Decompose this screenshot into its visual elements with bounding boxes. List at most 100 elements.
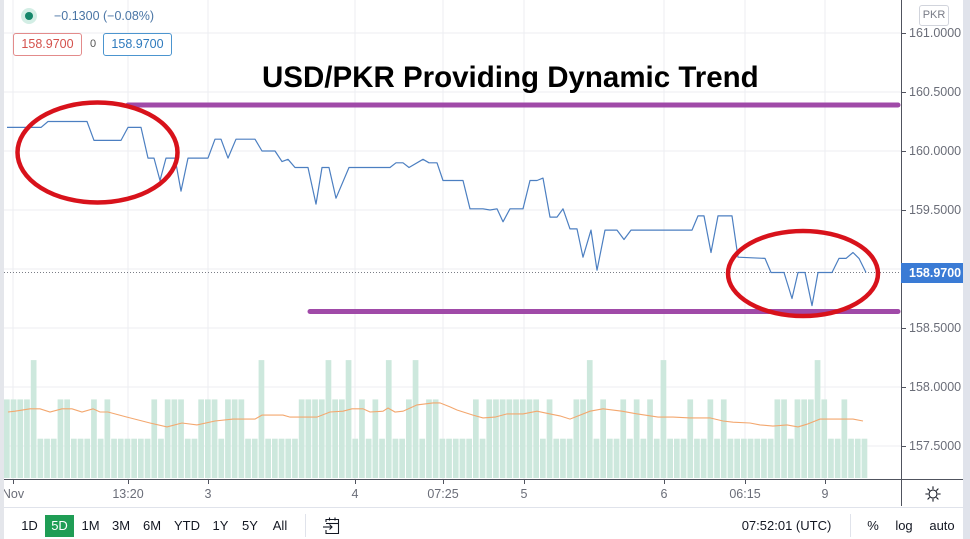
volume-bar bbox=[432, 399, 439, 478]
volume-bar bbox=[767, 438, 774, 478]
percent-scale-toggle[interactable]: % bbox=[867, 518, 879, 533]
volume-bar bbox=[37, 438, 44, 478]
volume-bar bbox=[399, 438, 405, 478]
volume-bar bbox=[761, 438, 767, 478]
range-5d-button[interactable]: 5D bbox=[45, 515, 74, 537]
left-border bbox=[0, 0, 4, 539]
time-axis-label: 06:15 bbox=[715, 479, 775, 501]
price-axis-label: 160.5000 bbox=[900, 85, 962, 99]
volume-bar bbox=[680, 438, 687, 478]
range-5y-button[interactable]: 5Y bbox=[242, 518, 258, 533]
volume-bar bbox=[674, 438, 680, 478]
volume-bar bbox=[741, 438, 747, 478]
volume-bar bbox=[97, 438, 104, 478]
volume-bar bbox=[44, 438, 50, 478]
volume-bar bbox=[519, 399, 526, 478]
range-1y-button[interactable]: 1Y bbox=[212, 518, 229, 533]
clock-timezone-button[interactable]: 07:52:01 (UTC) bbox=[741, 518, 832, 533]
volume-ma-line bbox=[7, 402, 864, 428]
volume-bar bbox=[647, 399, 653, 478]
volume-bar bbox=[158, 438, 164, 478]
log-scale-toggle[interactable]: log bbox=[895, 518, 913, 533]
volume-bar bbox=[801, 399, 807, 478]
volume-bar bbox=[607, 438, 613, 478]
auto-scale-toggle[interactable]: auto bbox=[929, 518, 955, 533]
bid-price-box[interactable]: 158.9700 bbox=[13, 33, 82, 56]
volume-bar bbox=[57, 399, 64, 478]
price-axis-label: 158.0000 bbox=[900, 380, 962, 394]
range-all-button[interactable]: All bbox=[272, 518, 288, 533]
sun-gear-icon[interactable] bbox=[925, 486, 941, 502]
price-axis-line bbox=[901, 0, 902, 506]
volume-bar bbox=[660, 360, 667, 478]
volume-bar bbox=[533, 399, 539, 478]
volume-bar bbox=[854, 438, 861, 478]
volume-bar bbox=[667, 438, 673, 478]
volume-bar bbox=[298, 399, 305, 478]
volume-bar bbox=[332, 399, 338, 478]
ask-price-box[interactable]: 158.9700 bbox=[103, 33, 172, 56]
range-6m-button[interactable]: 6M bbox=[142, 518, 162, 533]
volume-bar bbox=[828, 438, 834, 478]
price-axis-label: 159.5000 bbox=[900, 203, 962, 217]
volume-bar bbox=[506, 399, 513, 478]
currency-badge[interactable]: PKR bbox=[919, 5, 949, 26]
volume-bar bbox=[30, 360, 37, 478]
volume-bar bbox=[339, 399, 345, 478]
volume-bar bbox=[151, 399, 158, 478]
volume-bar bbox=[412, 360, 419, 478]
time-axis-label: 5 bbox=[494, 479, 554, 501]
volume-bar bbox=[379, 438, 385, 478]
volume-bar bbox=[540, 438, 546, 478]
volume-bar bbox=[17, 399, 24, 478]
volume-bar bbox=[774, 399, 781, 478]
volume-bar bbox=[191, 438, 198, 478]
volume-bar bbox=[325, 360, 332, 478]
volume-bar bbox=[834, 438, 841, 478]
toolbar-separator bbox=[850, 514, 851, 537]
volume-bar bbox=[687, 399, 694, 478]
volume-bar bbox=[600, 399, 606, 478]
time-axis-label: 9 bbox=[795, 479, 855, 501]
volume-bar bbox=[754, 438, 761, 478]
volume-bar bbox=[205, 399, 211, 478]
volume-bar bbox=[245, 438, 251, 478]
time-axis-label: Nov bbox=[0, 479, 43, 501]
volume-bar bbox=[566, 438, 573, 478]
volume-bar bbox=[861, 438, 868, 478]
volume-bar bbox=[694, 438, 700, 478]
volume-bar bbox=[131, 438, 137, 478]
volume-bar bbox=[707, 399, 714, 478]
status-dot-icon bbox=[21, 8, 37, 24]
range-3m-button[interactable]: 3M bbox=[111, 518, 131, 533]
volume-bar bbox=[613, 438, 620, 478]
price-chart-canvas[interactable] bbox=[0, 0, 901, 479]
range-1d-button[interactable]: 1D bbox=[21, 518, 38, 533]
volume-bar bbox=[77, 438, 84, 478]
range-1m-button[interactable]: 1M bbox=[81, 518, 100, 533]
volume-bar bbox=[238, 399, 245, 478]
volume-bar bbox=[392, 438, 399, 478]
price-change: −0.1300 (−0.08%) bbox=[54, 9, 155, 23]
volume-bar bbox=[365, 438, 372, 478]
highlight-start-ellipse bbox=[15, 100, 180, 205]
volume-bar bbox=[4, 399, 10, 478]
volume-bar bbox=[318, 399, 325, 478]
volume-bar bbox=[734, 438, 740, 478]
right-border bbox=[963, 0, 970, 539]
volume-bar bbox=[794, 399, 801, 478]
range-ytd-button[interactable]: YTD bbox=[174, 518, 200, 533]
volume-bar bbox=[787, 438, 794, 478]
time-axis-label: 3 bbox=[178, 479, 238, 501]
volume-bar bbox=[493, 399, 499, 478]
volume-bar bbox=[138, 438, 144, 478]
price-axis-label: 157.5000 bbox=[900, 439, 962, 453]
last-price-badge: 158.9700 bbox=[901, 263, 963, 283]
volume-bar bbox=[198, 399, 204, 478]
time-axis-label: 07:25 bbox=[413, 479, 473, 501]
volume-bar bbox=[372, 399, 379, 478]
time-axis-label: 13:20 bbox=[98, 479, 158, 501]
volume-bar bbox=[292, 438, 298, 478]
calendar-arrow-icon[interactable] bbox=[322, 516, 340, 535]
volume-bar bbox=[513, 399, 519, 478]
